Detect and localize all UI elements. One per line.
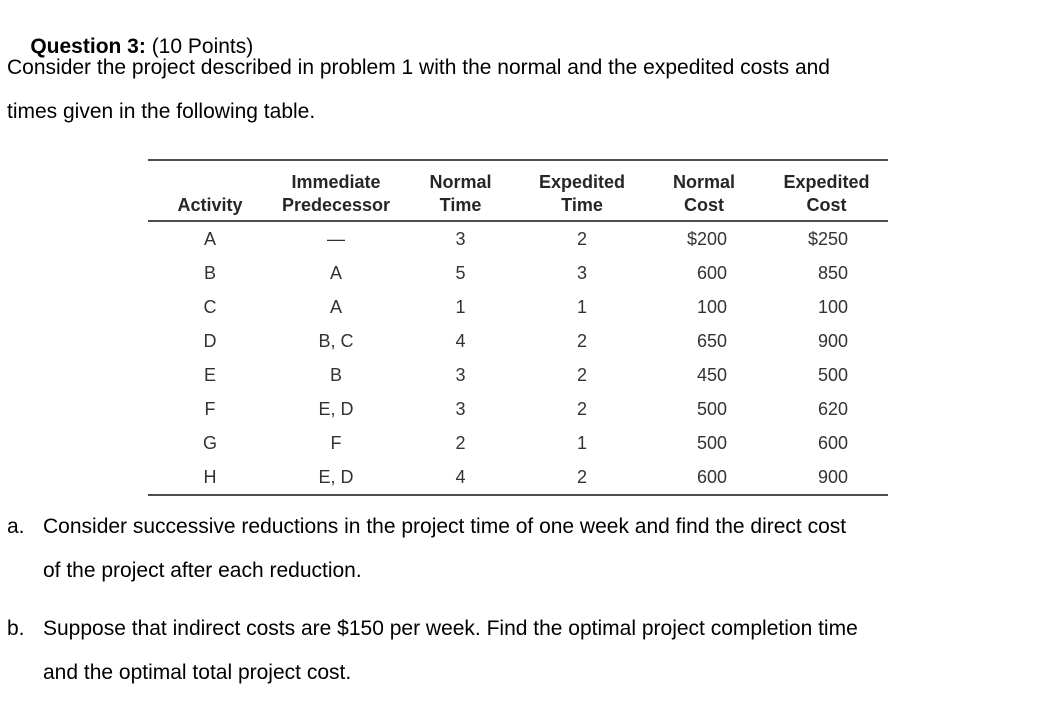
table-header: Immediate Normal Expedited Normal Expedi… <box>148 160 888 222</box>
table-cell: 500 <box>696 398 727 419</box>
table-cell: B <box>203 262 216 283</box>
table-cell: 100 <box>817 296 848 317</box>
table-row: D B, C 4 2 650 900 <box>148 324 888 358</box>
table-cell: B, C <box>318 330 354 351</box>
table-cell: 600 <box>696 466 727 487</box>
intro-line: times given in the following table. <box>7 100 316 123</box>
item-label: a. <box>7 515 25 538</box>
header-cell: Cost <box>765 193 888 222</box>
item-line: Suppose that indirect costs are $150 per… <box>43 617 858 640</box>
table-cell: 3 <box>455 364 466 385</box>
table-cell: A <box>329 262 342 283</box>
table-cell: — <box>327 228 345 249</box>
table-cell: 450 <box>696 364 727 385</box>
item-label: b. <box>7 617 25 640</box>
table-row: B A 5 3 600 850 <box>148 256 888 290</box>
header-cell: Activity <box>148 193 272 222</box>
header-cell: Expedited <box>538 172 626 192</box>
table-cell: 2 <box>455 432 466 453</box>
table-cell: F <box>330 432 342 453</box>
header-cell: Immediate <box>291 172 381 192</box>
table-header-row-2: Activity Predecessor Time Time Cost Cost <box>148 193 888 222</box>
table-cell: A <box>329 296 342 317</box>
table-cell: 2 <box>576 330 587 351</box>
table-cell: 3 <box>455 398 466 419</box>
sub-question-a: a. Consider successive reductions in the… <box>7 505 846 593</box>
table-row: C A 1 1 100 100 <box>148 290 888 324</box>
header-cell: Time <box>400 193 521 222</box>
table-cell: 4 <box>455 466 466 487</box>
table-cell: 3 <box>455 228 466 249</box>
table-cell: E <box>203 364 216 385</box>
activity-cost-table: Immediate Normal Expedited Normal Expedi… <box>148 159 888 496</box>
table-header-row-1: Immediate Normal Expedited Normal Expedi… <box>148 160 888 193</box>
table-cell: 600 <box>696 262 727 283</box>
question-title: Question 3: (10 Points) <box>7 9 253 84</box>
table-cell: F <box>204 398 216 419</box>
table-cell: A <box>203 228 216 249</box>
table-cell: 2 <box>576 466 587 487</box>
table-cell: H <box>203 466 217 487</box>
table-cell: 2 <box>576 364 587 385</box>
header-cell: Expedited <box>783 172 870 192</box>
header-cell: Time <box>521 193 643 222</box>
item-line: of the project after each reduction. <box>43 559 362 582</box>
table-cell: 2 <box>576 228 587 249</box>
intro-paragraph: Consider the project described in proble… <box>7 46 830 134</box>
header-cell: Predecessor <box>272 193 400 222</box>
table-cell: 100 <box>696 296 727 317</box>
question-number: Question 3: <box>30 35 146 58</box>
table-cell: 650 <box>696 330 727 351</box>
intro-line: Consider the project described in proble… <box>7 56 830 79</box>
table-cell: B <box>329 364 342 385</box>
table-cell: G <box>202 432 217 453</box>
table-cell: 2 <box>576 398 587 419</box>
header-cell <box>148 160 272 193</box>
table-cell: 620 <box>817 398 848 419</box>
table-row: E B 3 2 450 500 <box>148 358 888 392</box>
table-row: A — 3 2 $200 $250 <box>148 221 888 256</box>
table-cell: 1 <box>455 296 466 317</box>
sub-question-b: b. Suppose that indirect costs are $150 … <box>7 607 858 695</box>
table-cell: $250 <box>807 228 848 249</box>
header-cell: Cost <box>643 193 765 222</box>
table-cell: E, D <box>318 466 354 487</box>
table-cell: 500 <box>696 432 727 453</box>
table-cell: 900 <box>817 466 848 487</box>
item-line: Consider successive reductions in the pr… <box>43 515 847 538</box>
table-cell: 1 <box>576 296 587 317</box>
table-cell: E, D <box>318 398 354 419</box>
table-cell: 4 <box>455 330 466 351</box>
table-cell: D <box>203 330 217 351</box>
item-line: and the optimal total project cost. <box>43 661 352 684</box>
table-row: G F 2 1 500 600 <box>148 426 888 460</box>
table-cell: 3 <box>576 262 587 283</box>
activity-table-container: Immediate Normal Expedited Normal Expedi… <box>148 159 888 496</box>
table-cell: 900 <box>817 330 848 351</box>
item-text: Consider successive reductions in the pr… <box>43 505 846 593</box>
table-cell: C <box>203 296 217 317</box>
table-row: H E, D 4 2 600 900 <box>148 460 888 495</box>
table-row: F E, D 3 2 500 620 <box>148 392 888 426</box>
table-cell: 850 <box>817 262 848 283</box>
table-cell: 5 <box>455 262 466 283</box>
header-cell: Normal <box>429 172 492 192</box>
table-cell: 500 <box>817 364 848 385</box>
table-cell: $200 <box>686 228 727 249</box>
table-cell: 1 <box>576 432 587 453</box>
question-points: (10 Points) <box>145 35 254 58</box>
item-text: Suppose that indirect costs are $150 per… <box>43 607 858 695</box>
header-cell: Normal <box>672 172 735 192</box>
table-cell: 600 <box>817 432 848 453</box>
